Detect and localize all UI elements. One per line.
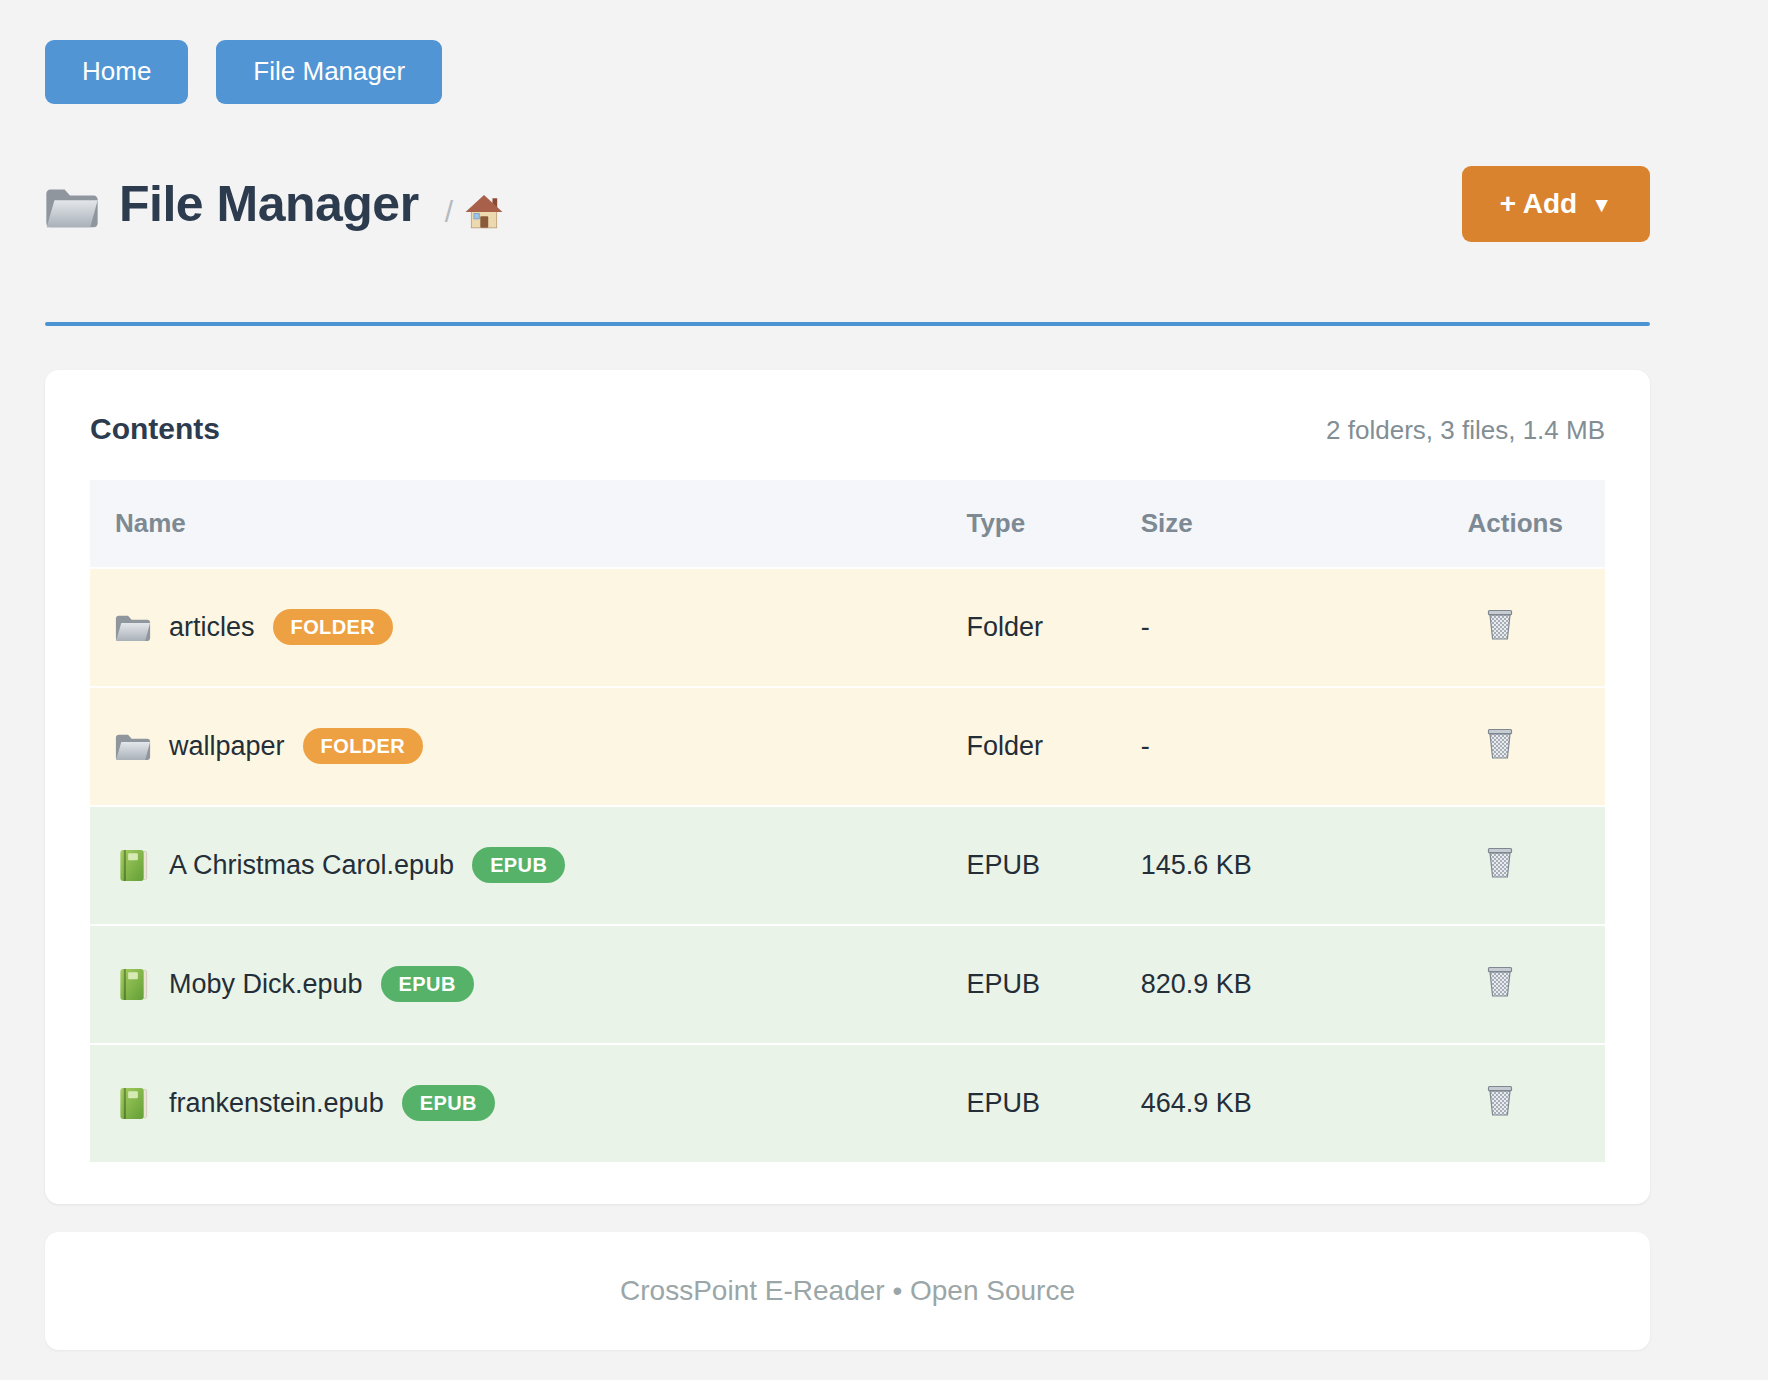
book-icon bbox=[115, 1087, 151, 1120]
file-size: 145.6 KB bbox=[1116, 806, 1460, 925]
file-badge: EPUB bbox=[472, 847, 565, 883]
file-badge: EPUB bbox=[402, 1085, 495, 1121]
page-container: Home File Manager File Manager / + Add ▼… bbox=[45, 0, 1650, 1350]
file-name[interactable]: frankenstein.epub bbox=[169, 1087, 384, 1119]
column-header-type: Type bbox=[941, 480, 1115, 568]
page-title: File Manager bbox=[119, 175, 419, 233]
file-type: EPUB bbox=[941, 806, 1115, 925]
file-type: EPUB bbox=[941, 925, 1115, 1044]
file-name-cell[interactable]: articles FOLDER bbox=[115, 609, 941, 645]
file-type: Folder bbox=[941, 687, 1115, 806]
file-name[interactable]: A Christmas Carol.epub bbox=[169, 849, 454, 881]
caret-down-icon: ▼ bbox=[1591, 193, 1612, 217]
contents-card: Contents 2 folders, 3 files, 1.4 MB Name… bbox=[45, 370, 1650, 1204]
file-table: Name Type Size Actions articles FOLDER F… bbox=[90, 480, 1605, 1162]
delete-button[interactable] bbox=[1485, 726, 1515, 760]
file-badge: FOLDER bbox=[303, 728, 424, 764]
file-name[interactable]: Moby Dick.epub bbox=[169, 968, 363, 1000]
add-button[interactable]: + Add ▼ bbox=[1462, 166, 1650, 242]
file-name-cell[interactable]: Moby Dick.epub EPUB bbox=[115, 966, 941, 1002]
column-header-actions: Actions bbox=[1460, 480, 1605, 568]
folder-icon bbox=[115, 730, 151, 763]
table-row: frankenstein.epub EPUB EPUB 464.9 KB bbox=[90, 1044, 1605, 1162]
file-size: 464.9 KB bbox=[1116, 1044, 1460, 1162]
footer: CrossPoint E-Reader • Open Source bbox=[45, 1232, 1650, 1350]
breadcrumb: / bbox=[445, 178, 503, 230]
file-badge: FOLDER bbox=[273, 609, 394, 645]
delete-button[interactable] bbox=[1485, 964, 1515, 998]
book-icon bbox=[115, 849, 151, 882]
file-name-cell[interactable]: A Christmas Carol.epub EPUB bbox=[115, 847, 941, 883]
file-size: - bbox=[1116, 568, 1460, 687]
delete-button[interactable] bbox=[1485, 607, 1515, 641]
breadcrumb-separator: / bbox=[445, 195, 453, 229]
file-name[interactable]: articles bbox=[169, 611, 255, 643]
folder-icon bbox=[115, 611, 151, 644]
trash-icon bbox=[1485, 1083, 1515, 1117]
file-name[interactable]: wallpaper bbox=[169, 730, 285, 762]
table-row: wallpaper FOLDER Folder - bbox=[90, 687, 1605, 806]
column-header-size: Size bbox=[1116, 480, 1460, 568]
trash-icon bbox=[1485, 964, 1515, 998]
add-button-label: + Add bbox=[1500, 188, 1578, 220]
title-wrap: File Manager / bbox=[45, 175, 503, 233]
trash-icon bbox=[1485, 845, 1515, 879]
table-row: articles FOLDER Folder - bbox=[90, 568, 1605, 687]
home-icon[interactable] bbox=[465, 194, 503, 230]
delete-button[interactable] bbox=[1485, 1083, 1515, 1117]
nav-home-button[interactable]: Home bbox=[45, 40, 188, 104]
divider-rule bbox=[45, 322, 1650, 326]
table-body: articles FOLDER Folder - wallpaper FOLDE… bbox=[90, 568, 1605, 1162]
card-header: Contents 2 folders, 3 files, 1.4 MB bbox=[90, 412, 1605, 446]
file-type: Folder bbox=[941, 568, 1115, 687]
table-row: A Christmas Carol.epub EPUB EPUB 145.6 K… bbox=[90, 806, 1605, 925]
file-name-cell[interactable]: wallpaper FOLDER bbox=[115, 728, 941, 764]
card-title: Contents bbox=[90, 412, 220, 446]
page-header: File Manager / + Add ▼ bbox=[45, 166, 1650, 242]
trash-icon bbox=[1485, 607, 1515, 641]
folder-icon bbox=[45, 184, 99, 230]
delete-button[interactable] bbox=[1485, 845, 1515, 879]
card-summary: 2 folders, 3 files, 1.4 MB bbox=[1326, 415, 1605, 446]
table-row: Moby Dick.epub EPUB EPUB 820.9 KB bbox=[90, 925, 1605, 1044]
footer-text: CrossPoint E-Reader • Open Source bbox=[620, 1275, 1075, 1307]
book-icon bbox=[115, 968, 151, 1001]
trash-icon bbox=[1485, 726, 1515, 760]
file-badge: EPUB bbox=[381, 966, 474, 1002]
file-name-cell[interactable]: frankenstein.epub EPUB bbox=[115, 1085, 941, 1121]
file-type: EPUB bbox=[941, 1044, 1115, 1162]
file-size: 820.9 KB bbox=[1116, 925, 1460, 1044]
nav-file-manager-button[interactable]: File Manager bbox=[216, 40, 442, 104]
table-header-row: Name Type Size Actions bbox=[90, 480, 1605, 568]
top-nav: Home File Manager bbox=[45, 40, 1650, 104]
column-header-name: Name bbox=[90, 480, 941, 568]
file-size: - bbox=[1116, 687, 1460, 806]
